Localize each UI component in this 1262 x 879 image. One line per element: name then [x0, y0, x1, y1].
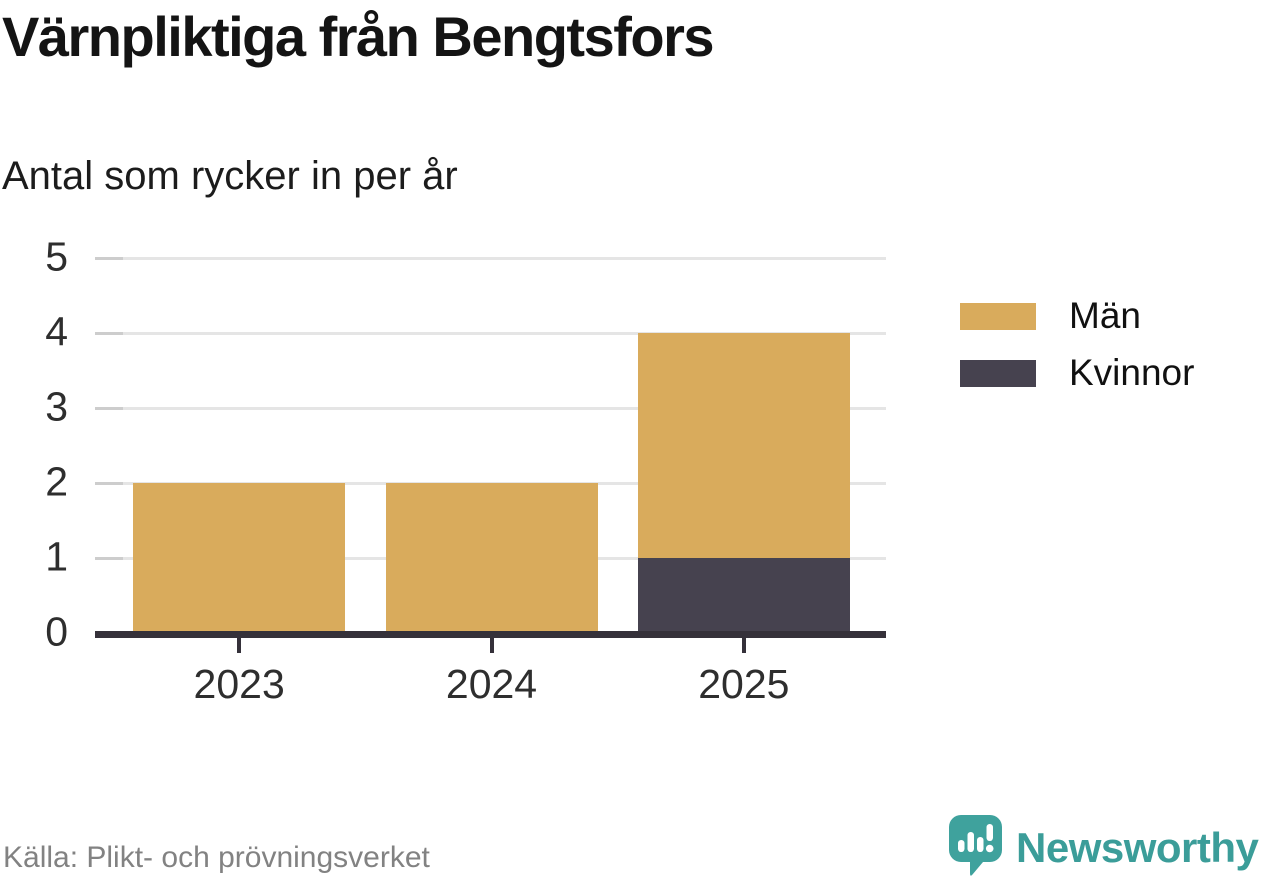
x-axis-tick-2025: [741, 638, 746, 653]
y-axis-label-2: 2: [45, 458, 68, 505]
legend-swatch-Kvinnor: [960, 359, 1036, 387]
x-axis-line: [95, 631, 886, 638]
bar-segment-2025-Kvinnor: [637, 558, 850, 633]
y-axis-label-5: 5: [45, 233, 68, 280]
legend-item-Kvinnor: Kvinnor: [960, 352, 1194, 394]
y-axis-tick-5: [95, 256, 123, 260]
gridline-y-5: [95, 256, 886, 260]
y-axis-label-0: 0: [45, 608, 68, 655]
legend-label-Män: Män: [1069, 295, 1141, 336]
x-axis-tick-2023: [237, 638, 242, 653]
x-axis-label-2025: 2025: [698, 661, 790, 707]
source-note: Källa: Plikt- och prövningsverket: [3, 841, 430, 874]
bar-segment-2024-Män: [385, 483, 598, 633]
y-axis-label-4: 4: [45, 308, 68, 355]
y-axis-label-3: 3: [45, 383, 68, 430]
y-axis-tick-1: [95, 556, 123, 560]
legend-swatch-Män: [960, 302, 1036, 330]
chart-subtitle: Antal som rycker in per år: [2, 154, 458, 198]
x-axis-label-2023: 2023: [193, 661, 285, 707]
y-axis-tick-3: [95, 406, 123, 410]
bar-segment-2023-Män: [133, 483, 346, 633]
legend-item-Män: Män: [960, 295, 1194, 337]
bar-segment-2025-Män: [637, 333, 850, 558]
x-axis-label-2024: 2024: [445, 661, 538, 707]
y-axis-tick-2: [95, 481, 123, 485]
newsworthy-speech-bubble-chart-icon: [948, 814, 1003, 879]
brand-logo: Newsworthy: [948, 814, 1259, 879]
chart-title: Värnpliktiga från Bengtsfors: [2, 5, 715, 68]
gridline-y-3: [95, 406, 886, 410]
y-axis-label-1: 1: [45, 533, 68, 580]
brand-name: Newsworthy: [1016, 823, 1259, 871]
legend-label-Kvinnor: Kvinnor: [1069, 352, 1195, 393]
x-axis-tick-2024: [489, 638, 494, 653]
legend: Män Kvinnor: [960, 295, 1194, 409]
gridline-y-4: [95, 331, 886, 335]
y-axis-tick-4: [95, 331, 123, 335]
